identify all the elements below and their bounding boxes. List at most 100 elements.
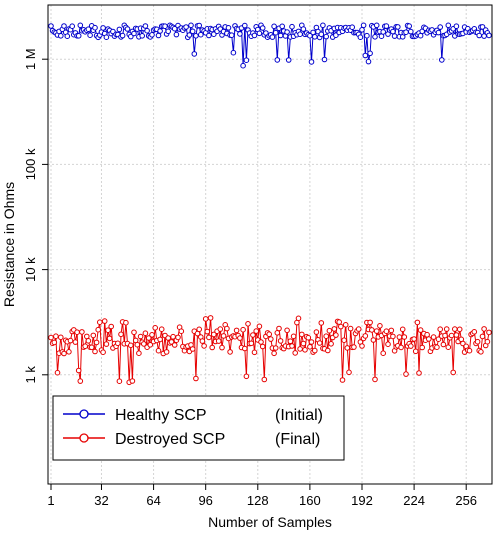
axes: 1 32 64 96 128 160 192 224 256 1 k 10 k 100 k 1 M: [23, 48, 477, 508]
data-point: [72, 339, 79, 345]
data-point: [307, 32, 313, 39]
data-point: [196, 22, 202, 29]
data-point: [157, 28, 163, 34]
data-point: [240, 62, 246, 69]
data-point: [92, 348, 98, 355]
data-point: [137, 333, 144, 340]
data-point: [274, 57, 281, 63]
data-point: [48, 23, 54, 29]
data-point: [396, 334, 403, 340]
data-point: [383, 23, 390, 29]
data-point: [61, 350, 67, 357]
data-point: [118, 331, 124, 338]
y-tick-label: 1 M: [23, 48, 38, 70]
data-point: [157, 336, 163, 343]
data-point: [279, 23, 286, 30]
x-tick-label: 64: [146, 493, 160, 508]
data-point: [426, 336, 432, 342]
legend-label: Healthy SCP: [115, 407, 207, 424]
data-point: [108, 323, 114, 330]
data-point: [242, 345, 248, 352]
x-tick-label: 96: [198, 493, 212, 508]
data-point: [474, 338, 481, 345]
data-point: [225, 25, 232, 31]
data-point: [478, 349, 484, 355]
data-point: [453, 23, 460, 30]
data-point: [305, 334, 312, 341]
data-point: [90, 332, 97, 339]
data-point: [193, 375, 199, 382]
data-point: [308, 339, 315, 345]
legend-item: Healthy SCP (Initial): [63, 407, 323, 424]
data-point: [183, 24, 189, 30]
data-point: [284, 327, 290, 334]
data-point: [434, 344, 440, 351]
data-point: [479, 24, 486, 30]
data-point: [328, 341, 334, 347]
x-tick-label: 1: [47, 493, 54, 508]
legend-marker: [79, 409, 89, 419]
legend-item: Destroyed SCP (Final): [63, 431, 320, 448]
data-point: [165, 28, 171, 35]
data-point: [380, 29, 387, 35]
data-point: [155, 32, 162, 39]
data-point: [201, 343, 207, 349]
data-point: [414, 319, 421, 326]
data-point: [253, 328, 260, 334]
data-point: [277, 338, 284, 344]
data-point: [452, 326, 458, 332]
data-point: [302, 347, 308, 353]
data-point: [136, 350, 142, 357]
data-point: [259, 25, 266, 31]
data-point: [100, 349, 106, 356]
data-point: [189, 346, 196, 352]
data-point: [443, 326, 450, 332]
data-point: [116, 26, 123, 33]
data-point: [142, 330, 149, 337]
data-point: [237, 335, 243, 341]
data-point: [362, 333, 369, 339]
data-point: [87, 32, 93, 39]
data-point: [147, 342, 154, 348]
data-point: [390, 333, 396, 340]
data-point: [364, 32, 370, 39]
data-point: [103, 34, 110, 41]
data-point: [93, 339, 100, 346]
data-point: [66, 349, 72, 355]
data-point: [292, 350, 299, 356]
data-point: [403, 371, 409, 377]
x-axis-title: Number of Samples: [208, 514, 332, 530]
data-point: [342, 322, 349, 328]
data-point: [287, 338, 294, 345]
data-point: [79, 329, 85, 335]
data-point: [391, 33, 398, 39]
data-point: [128, 342, 134, 349]
data-point: [453, 332, 460, 338]
x-tick-label: 224: [403, 493, 425, 508]
data-point: [198, 31, 204, 38]
data-point: [97, 319, 103, 326]
data-point: [242, 22, 248, 29]
data-point: [333, 332, 339, 338]
data-point: [272, 345, 279, 351]
data-point: [367, 319, 373, 326]
y-axis-title: Resistance in Ohms: [1, 182, 17, 307]
data-point: [116, 378, 123, 385]
data-point: [82, 343, 88, 350]
data-point: [64, 33, 71, 40]
data-point: [484, 338, 491, 345]
data-point: [346, 369, 352, 376]
data-point: [240, 326, 246, 333]
data-point: [128, 33, 134, 40]
data-point: [403, 29, 409, 36]
data-point: [440, 341, 447, 348]
data-point: [92, 24, 98, 31]
data-point: [351, 344, 357, 350]
data-point: [196, 326, 202, 333]
data-point: [123, 319, 129, 326]
data-point: [175, 334, 181, 341]
data-point: [199, 338, 206, 344]
data-point: [476, 32, 483, 39]
data-point: [245, 321, 251, 327]
data-point: [419, 344, 426, 351]
